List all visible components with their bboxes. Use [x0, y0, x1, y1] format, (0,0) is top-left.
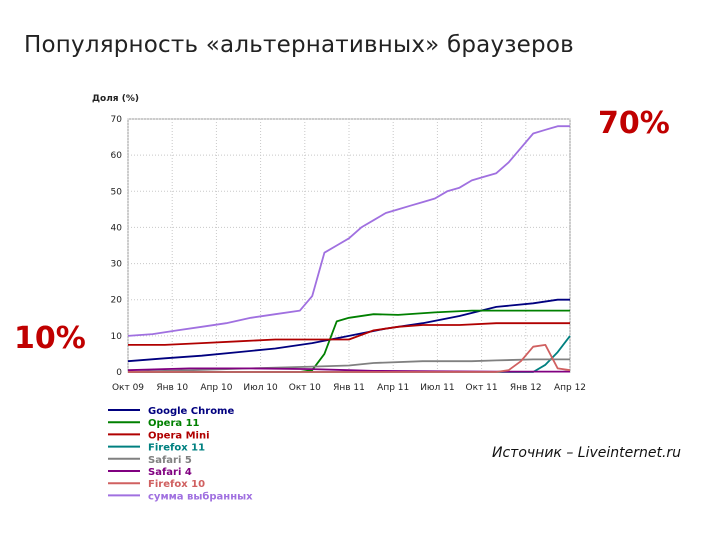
x-tick-label: Июл 10 [243, 383, 278, 393]
series-line [127, 125, 570, 337]
callout-70: 70% [598, 106, 670, 141]
x-axis-ticks: Окт 09 Янв 10 Апр 10 Июл 10 Окт 10 Янв 11 Апр … [112, 383, 586, 393]
x-tick-label: Окт 10 [289, 383, 321, 393]
slide-title: Популярность «альтернативных» браузеров [24, 32, 574, 58]
y-tick-label: 60 [111, 151, 123, 161]
y-tick-label: 30 [111, 260, 123, 270]
legend-label: Opera 11 [148, 418, 200, 429]
series-lines [127, 125, 571, 373]
grid [127, 118, 571, 373]
x-tick-label: Апр 10 [200, 383, 232, 393]
series-line [128, 322, 570, 346]
y-tick-label: 50 [111, 187, 123, 197]
legend-label: Firefox 11 [148, 443, 205, 454]
series-line [128, 309, 570, 373]
x-tick-label: Июл 11 [420, 383, 454, 393]
x-tick-label: Янв 12 [510, 383, 542, 393]
y-tick-label: 20 [111, 296, 123, 306]
y-tick-label: 0 [116, 368, 122, 378]
x-tick-label: Апр 12 [554, 383, 586, 393]
y-tick-label: 10 [111, 332, 123, 342]
legend-label: Safari 5 [148, 455, 192, 466]
y-axis-ticks: 0 10 20 30 40 50 60 70 [111, 115, 123, 378]
y-tick-label: 40 [111, 223, 123, 233]
y-tick-label: 70 [111, 115, 123, 125]
legend-label: сумма выбранных [148, 490, 253, 502]
x-tick-label: Янв 10 [156, 383, 188, 393]
legend-label: Google Chrome [148, 406, 234, 417]
y-axis-title: Доля (%) [92, 94, 139, 104]
source-note: Источник – Liveinternet.ru [492, 445, 682, 461]
callout-10: 10% [14, 321, 86, 356]
series-line [128, 344, 571, 373]
legend-label: Opera Mini [148, 430, 210, 441]
x-tick-label: Янв 11 [333, 383, 365, 393]
x-tick-label: Окт 11 [466, 383, 498, 393]
legend-label: Firefox 10 [148, 479, 205, 490]
legend-label: Safari 4 [148, 467, 192, 478]
x-tick-label: Апр 11 [377, 383, 409, 393]
x-tick-label: Окт 09 [112, 383, 144, 393]
